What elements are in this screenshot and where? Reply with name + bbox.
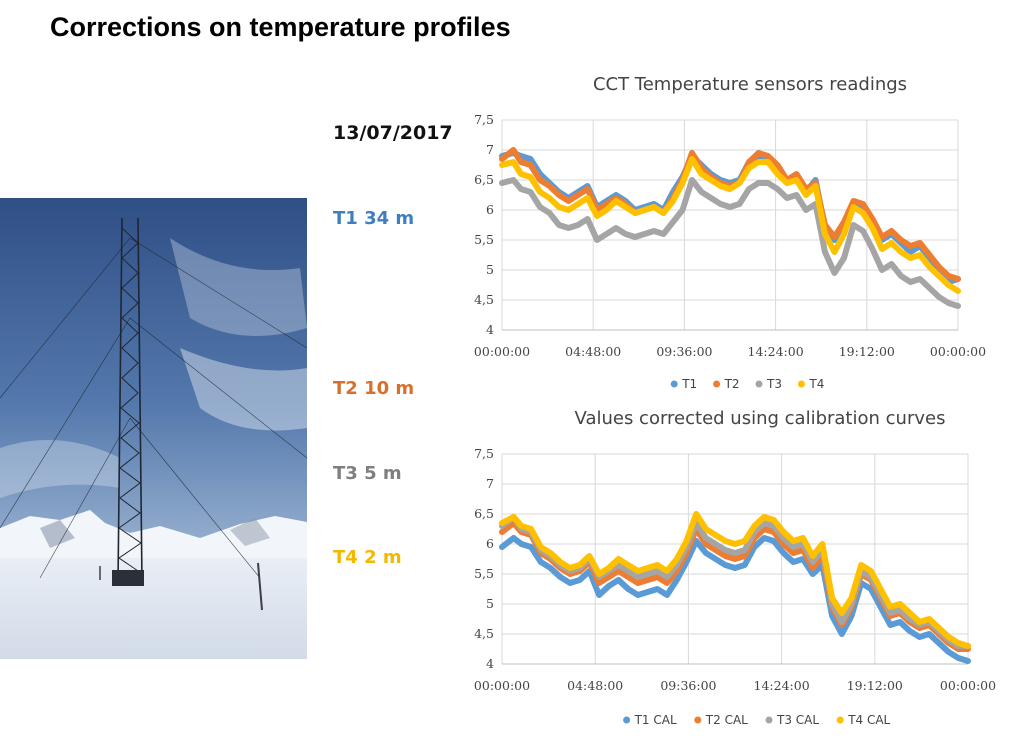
raw-temperature-chart: CCT Temperature sensors readings 4 4,5 5 5,5… bbox=[474, 74, 986, 391]
y-tick-label: 4 bbox=[486, 656, 494, 671]
y-tick-label: 6,5 bbox=[474, 506, 494, 521]
x-tick-label: 00:00:00 bbox=[474, 678, 530, 693]
y-tick-label: 5,5 bbox=[474, 566, 494, 581]
sensor-label-t2: T2 10 m bbox=[333, 378, 415, 399]
x-tick-label: 09:36:00 bbox=[660, 678, 716, 693]
sensor-label-t1: T1 34 m bbox=[333, 208, 415, 229]
legend-marker bbox=[755, 380, 763, 388]
y-tick-label: 7 bbox=[486, 142, 494, 157]
legend-label: T2 bbox=[724, 377, 740, 391]
y-tick-label: 6 bbox=[486, 202, 494, 217]
x-tick-label: 04:48:00 bbox=[567, 678, 623, 693]
legend-label: T4 bbox=[808, 377, 824, 391]
legend-marker bbox=[623, 716, 631, 724]
y-tick-label: 7,5 bbox=[474, 112, 494, 127]
x-tick-label: 00:00:00 bbox=[940, 678, 996, 693]
sensor-label-t4: T4 2 m bbox=[333, 547, 402, 568]
slide-title: Corrections on temperature profiles bbox=[50, 12, 511, 42]
series-line-t4 bbox=[499, 156, 961, 294]
legend-label: T1 CAL bbox=[634, 713, 677, 727]
legend-label: T1 bbox=[681, 377, 697, 391]
x-tick-label: 00:00:00 bbox=[474, 344, 530, 359]
chart-title: Values corrected using calibration curve… bbox=[575, 408, 946, 429]
series-line-t4-cal bbox=[499, 511, 971, 649]
y-tick-label: 6,5 bbox=[474, 172, 494, 187]
y-tick-label: 6 bbox=[486, 536, 494, 551]
legend-marker bbox=[836, 716, 844, 724]
x-tick-label: 19:12:00 bbox=[847, 678, 903, 693]
chart-title: CCT Temperature sensors readings bbox=[593, 74, 907, 95]
legend-marker bbox=[765, 716, 773, 724]
legend-label: T2 CAL bbox=[705, 713, 748, 727]
series-line-t3 bbox=[499, 177, 961, 309]
y-tick-label: 5,5 bbox=[474, 232, 494, 247]
x-tick-label: 14:24:00 bbox=[748, 344, 804, 359]
x-tick-label: 14:24:00 bbox=[754, 678, 810, 693]
x-tick-label: 00:00:00 bbox=[930, 344, 986, 359]
sensor-label-t3: T3 5 m bbox=[333, 463, 402, 484]
y-tick-label: 5 bbox=[486, 596, 494, 611]
series-line-t2 bbox=[499, 147, 961, 282]
legend-label: T4 CAL bbox=[847, 713, 890, 727]
legend-marker bbox=[797, 380, 805, 388]
series-line-t1-cal bbox=[499, 535, 971, 664]
legend-marker bbox=[670, 380, 678, 388]
date-label: 13/07/2017 bbox=[333, 122, 453, 144]
y-tick-label: 4,5 bbox=[474, 626, 494, 641]
legend-marker bbox=[713, 380, 721, 388]
x-tick-label: 09:36:00 bbox=[656, 344, 712, 359]
y-tick-label: 4 bbox=[486, 322, 494, 337]
x-tick-label: 04:48:00 bbox=[565, 344, 621, 359]
y-tick-label: 7,5 bbox=[474, 446, 494, 461]
legend-label: T3 bbox=[766, 377, 782, 391]
legend-marker bbox=[694, 716, 702, 724]
tower-photo bbox=[0, 198, 307, 659]
legend-label: T3 CAL bbox=[776, 713, 819, 727]
y-tick-label: 7 bbox=[486, 476, 494, 491]
y-tick-label: 5 bbox=[486, 262, 494, 277]
x-tick-label: 19:12:00 bbox=[839, 344, 895, 359]
y-tick-label: 4,5 bbox=[474, 292, 494, 307]
calibrated-temperature-chart: Values corrected using calibration curve… bbox=[474, 408, 996, 727]
